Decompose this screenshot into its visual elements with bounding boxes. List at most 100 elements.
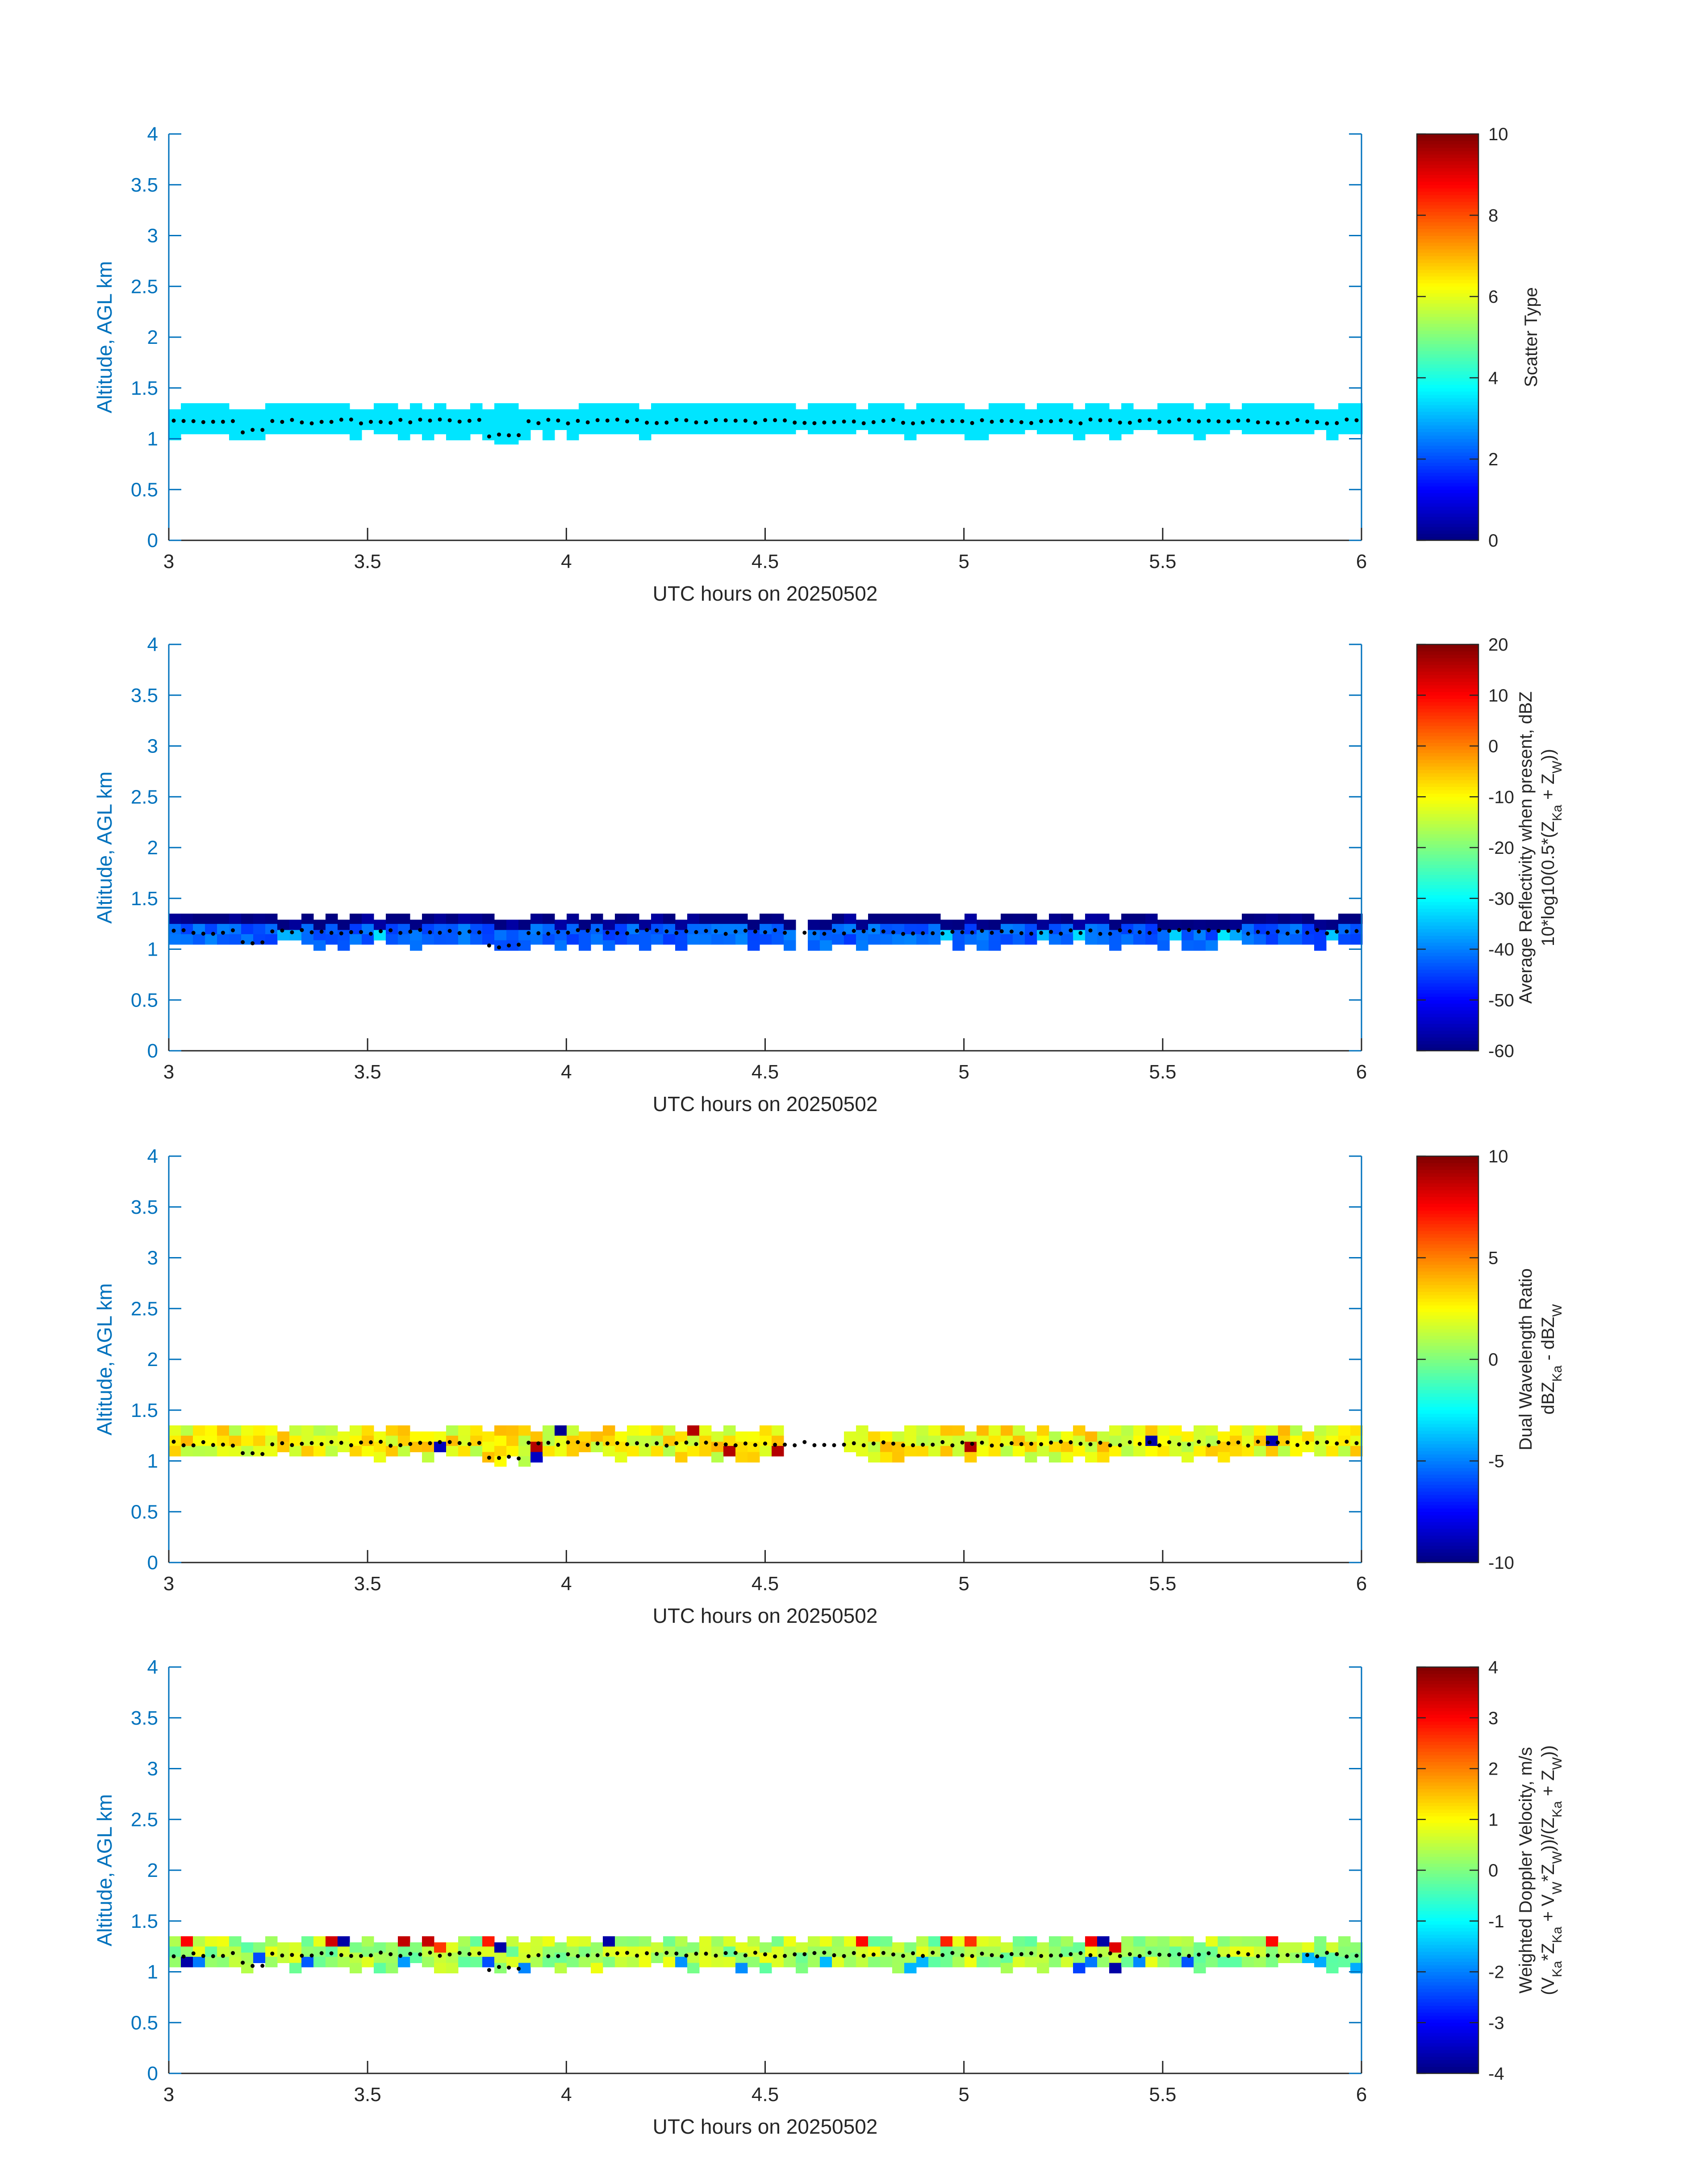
- colorbar-segment: [1417, 435, 1478, 439]
- data-cell: [1326, 1425, 1339, 1436]
- data-cell: [181, 423, 193, 435]
- dotted-line-point: [802, 931, 807, 935]
- data-cell: [880, 1936, 893, 1947]
- colorbar-segment: [1417, 357, 1478, 361]
- data-cell: [289, 919, 302, 930]
- data-cell: [301, 1956, 314, 1968]
- dotted-line-point: [1256, 1954, 1260, 1958]
- dotted-line-point: [1295, 418, 1299, 422]
- dotted-line-point: [822, 932, 827, 936]
- colorbar-segment: [1417, 1873, 1478, 1877]
- dotted-line-point: [497, 1965, 501, 1969]
- colorbar-segment: [1417, 175, 1478, 179]
- dotted-line-point: [1305, 1441, 1310, 1445]
- dotted-line-point: [684, 1440, 689, 1445]
- data-cell: [265, 413, 278, 424]
- dotted-line-point: [556, 1442, 560, 1447]
- data-cell: [169, 409, 181, 420]
- data-cell: [422, 1936, 434, 1947]
- dotted-line-point: [940, 1953, 945, 1957]
- colorbar-tick-label: 4: [1488, 1658, 1498, 1677]
- data-cell: [1037, 930, 1049, 940]
- data-cell: [699, 934, 712, 945]
- data-cell: [844, 1936, 856, 1947]
- dotted-line-point: [241, 430, 245, 435]
- x-axis-label: UTC hours on 20250502: [653, 1604, 878, 1627]
- dotted-line-point: [1029, 1442, 1033, 1446]
- data-cell: [313, 413, 326, 424]
- dotted-line-point: [871, 1442, 876, 1446]
- y-tick-label: 2: [147, 326, 158, 348]
- data-cell: [543, 1446, 555, 1457]
- data-cell: [856, 1425, 869, 1436]
- y-tick-label: 1: [147, 939, 158, 961]
- colorbar-segment: [1417, 391, 1478, 395]
- dotted-line-point: [1226, 1441, 1231, 1446]
- colorbar-segment: [1417, 1403, 1478, 1407]
- dotted-line-point: [1157, 420, 1161, 424]
- dotted-line-point: [1098, 1953, 1102, 1958]
- dotted-line-point: [1325, 1951, 1329, 1955]
- data-cell: [675, 940, 688, 951]
- dotted-line-point: [526, 931, 531, 935]
- dotted-line-point: [655, 1951, 659, 1956]
- dotted-line-point: [1009, 1952, 1014, 1956]
- data-cell: [1037, 423, 1049, 435]
- data-cell: [506, 1936, 519, 1947]
- data-cell: [940, 403, 953, 414]
- data-cell: [1133, 1446, 1146, 1457]
- data-cell: [1157, 1446, 1170, 1457]
- data-cell: [856, 1936, 869, 1947]
- data-cell: [1182, 1936, 1194, 1947]
- data-cell: [784, 1936, 796, 1947]
- data-cell: [639, 1435, 651, 1446]
- data-cell: [832, 913, 844, 924]
- data-cell: [374, 1442, 386, 1452]
- data-cell: [784, 940, 796, 951]
- data-cell: [1278, 403, 1290, 414]
- colorbar-segment: [1417, 1704, 1478, 1708]
- data-cell: [1049, 423, 1061, 435]
- data-cell: [1085, 1442, 1098, 1452]
- data-cell: [482, 913, 495, 924]
- data-cell: [989, 423, 1001, 435]
- dotted-line-point: [714, 418, 718, 422]
- data-cell: [832, 403, 844, 414]
- dotted-line-point: [408, 929, 413, 934]
- dotted-line-point: [388, 1952, 393, 1956]
- data-cell: [735, 1942, 748, 1953]
- dotted-line-point: [940, 931, 945, 936]
- dotted-line-point: [1128, 1952, 1132, 1956]
- dotted-line-point: [960, 1953, 965, 1957]
- colorbar-segment: [1417, 323, 1478, 327]
- data-cell: [844, 1431, 856, 1442]
- data-cell: [446, 409, 459, 420]
- dotted-line-point: [684, 929, 689, 933]
- data-cell: [723, 923, 736, 935]
- dotted-line-point: [645, 1443, 649, 1447]
- dotted-line-point: [891, 418, 895, 422]
- y-axis: 00.511.522.533.54: [131, 1145, 1361, 1574]
- dotted-line-point: [664, 420, 669, 425]
- data-cell: [1073, 1942, 1086, 1953]
- data-cell: [1290, 1435, 1303, 1446]
- dotted-line-point: [428, 1441, 432, 1446]
- colorbar-segment: [1417, 225, 1478, 229]
- data-cell: [289, 403, 302, 414]
- colorbar-segment: [1417, 459, 1478, 463]
- dotted-line-point: [832, 928, 836, 933]
- data-cell: [1302, 1942, 1315, 1953]
- colorbar-segment: [1417, 1007, 1478, 1011]
- dotted-line-point: [1088, 1953, 1093, 1957]
- colorbar-segment: [1417, 1734, 1478, 1738]
- colorbar-label-part: )): [1538, 1745, 1558, 1757]
- dotted-line-point: [1049, 1953, 1053, 1958]
- colorbar-segment: [1417, 1258, 1478, 1262]
- dotted-line-point: [783, 1954, 787, 1958]
- dotted-line-point: [891, 930, 895, 935]
- data-cell: [205, 403, 217, 414]
- colorbar-segment: [1417, 266, 1478, 270]
- data-cell: [350, 934, 362, 945]
- colorbar-segment: [1417, 756, 1478, 760]
- data-cell: [482, 1956, 495, 1968]
